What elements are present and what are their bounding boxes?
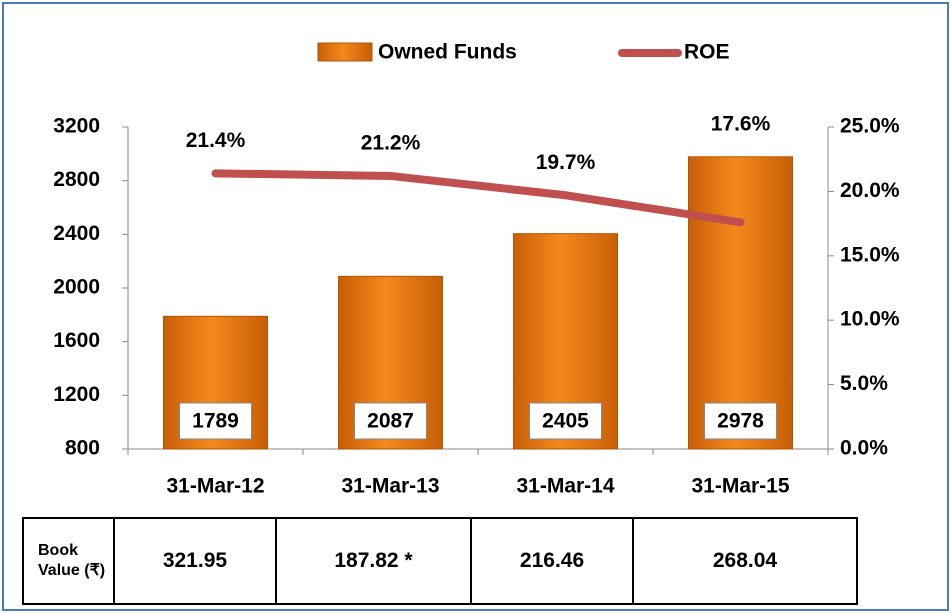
data-label-box <box>529 402 602 440</box>
y2-tick-label: 0.0% <box>840 437 888 460</box>
y2-tick-label: 5.0% <box>840 372 888 395</box>
data-label: 1789 <box>192 410 239 433</box>
y-tick-label: 1600 <box>53 329 100 352</box>
x-tick-label: 31-Mar-15 <box>691 475 789 498</box>
legend-swatch <box>317 42 373 62</box>
y2-tick-label: 15.0% <box>840 243 900 266</box>
y-tick-label: 1200 <box>53 383 100 406</box>
data-label-box <box>354 402 427 440</box>
y-tick-label: 2000 <box>53 276 100 299</box>
x-tick-label: 31-Mar-12 <box>166 475 264 498</box>
data-label: 17.6% <box>711 112 771 135</box>
data-label: 2978 <box>717 410 764 433</box>
table-cell: 216.46 <box>470 517 634 605</box>
bar <box>688 156 793 450</box>
roe-line <box>211 169 745 227</box>
y2-tick-label: 10.0% <box>840 308 900 331</box>
legend-label: Owned Funds <box>378 41 517 64</box>
table-cell: 321.95 <box>113 517 277 605</box>
y-tick-label: 3200 <box>53 115 100 138</box>
y-tick-label: 2400 <box>53 222 100 245</box>
x-tick-label: 31-Mar-13 <box>341 475 439 498</box>
data-label: 2087 <box>367 410 414 433</box>
table-cell: 268.04 <box>632 517 858 605</box>
legend-label: ROE <box>684 41 730 64</box>
y2-tick-label: 25.0% <box>840 115 900 138</box>
data-label: 2405 <box>542 410 589 433</box>
book-value-table: Book Value (₹) 321.95 187.82 * 216.46 26… <box>22 517 858 605</box>
y2-tick-label: 20.0% <box>840 179 900 202</box>
data-label-box <box>179 402 252 440</box>
y-tick-label: 800 <box>65 437 100 460</box>
table-cell: 187.82 * <box>274 517 473 605</box>
data-label: 21.2% <box>361 131 421 154</box>
table-header: Book Value (₹) <box>22 517 115 605</box>
data-label: 21.4% <box>186 129 246 152</box>
data-label-box <box>704 402 777 440</box>
x-tick-label: 31-Mar-14 <box>516 475 614 498</box>
data-label: 19.7% <box>536 151 596 174</box>
y-tick-label: 2800 <box>53 168 100 191</box>
